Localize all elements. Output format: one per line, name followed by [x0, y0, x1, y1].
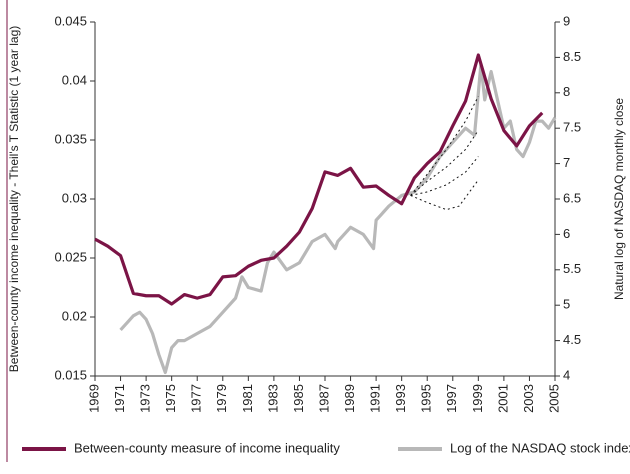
y2-tick-label: 5.5	[563, 261, 581, 276]
y-tick-label: 0.045	[54, 13, 87, 28]
dotted-line	[410, 156, 479, 196]
y2-tick-label: 7	[563, 155, 570, 170]
x-tick-label: 1997	[444, 384, 459, 413]
x-tick-label: 1979	[214, 384, 229, 413]
y2-tick-label: 5	[563, 297, 570, 312]
x-tick-label: 1981	[240, 384, 255, 413]
x-tick-label: 1975	[163, 384, 178, 413]
x-tick-label: 1991	[368, 384, 383, 413]
x-tick-label: 1983	[265, 384, 280, 413]
x-tick-label: 2003	[521, 384, 536, 413]
y2-tick-label: 4	[563, 367, 570, 382]
x-tick-label: 1999	[470, 384, 485, 413]
legend-label: Log of the NASDAQ stock index	[450, 440, 630, 455]
dotted-line	[410, 130, 479, 196]
y2-axis-label: Natural log of NASDAQ monthly close	[612, 98, 626, 300]
x-tick-label: 2001	[495, 384, 510, 413]
x-tick-label: 2005	[546, 384, 561, 413]
dotted-line	[410, 96, 479, 196]
x-tick-label: 1973	[138, 384, 153, 413]
y-axis-label: Between-county income inequality - Theil…	[7, 26, 21, 372]
y2-tick-label: 8	[563, 84, 570, 99]
y2-tick-label: 9	[563, 13, 570, 28]
y-tick-label: 0.04	[62, 72, 87, 87]
x-tick-label: 1995	[419, 384, 434, 413]
x-tick-label: 1993	[393, 384, 408, 413]
y2-tick-label: 7.5	[563, 120, 581, 135]
x-tick-label: 1977	[189, 384, 204, 413]
y-tick-label: 0.03	[62, 190, 87, 205]
series-line	[119, 62, 557, 375]
y2-tick-label: 4.5	[563, 332, 581, 347]
series-line	[94, 53, 544, 306]
y-tick-label: 0.02	[62, 308, 87, 323]
axis-frame	[94, 22, 556, 377]
x-tick-label: 1971	[112, 384, 127, 413]
y-tick-label: 0.035	[54, 131, 87, 146]
x-tick-label: 1985	[291, 384, 306, 413]
x-tick-label: 1989	[342, 384, 357, 413]
x-tick-label: 1987	[316, 384, 331, 413]
y2-tick-label: 6	[563, 226, 570, 241]
y-tick-label: 0.025	[54, 249, 87, 264]
y-tick-label: 0.015	[54, 367, 87, 382]
y2-tick-label: 8.5	[563, 49, 581, 64]
y2-tick-label: 6.5	[563, 190, 581, 205]
x-tick-label: 1969	[86, 384, 101, 413]
legend-label: Between-county measure of income inequal…	[74, 440, 340, 455]
